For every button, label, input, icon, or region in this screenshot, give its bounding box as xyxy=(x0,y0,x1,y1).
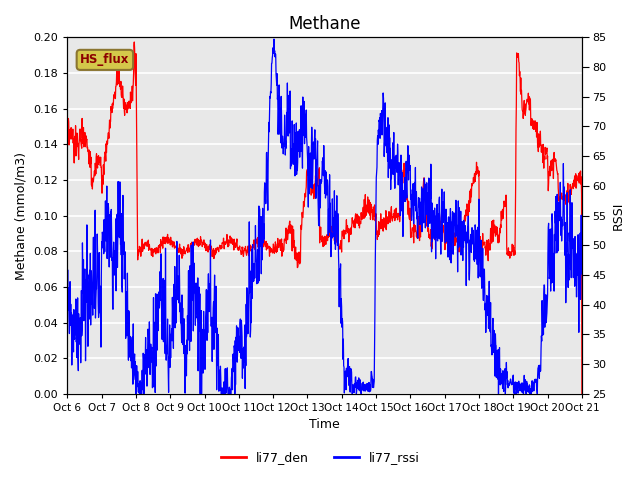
Text: HS_flux: HS_flux xyxy=(80,53,129,66)
Legend: li77_den, li77_rssi: li77_den, li77_rssi xyxy=(216,446,424,469)
Y-axis label: Methane (mmol/m3): Methane (mmol/m3) xyxy=(15,152,28,279)
Title: Methane: Methane xyxy=(289,15,361,33)
X-axis label: Time: Time xyxy=(309,419,340,432)
Y-axis label: RSSI: RSSI xyxy=(612,202,625,230)
